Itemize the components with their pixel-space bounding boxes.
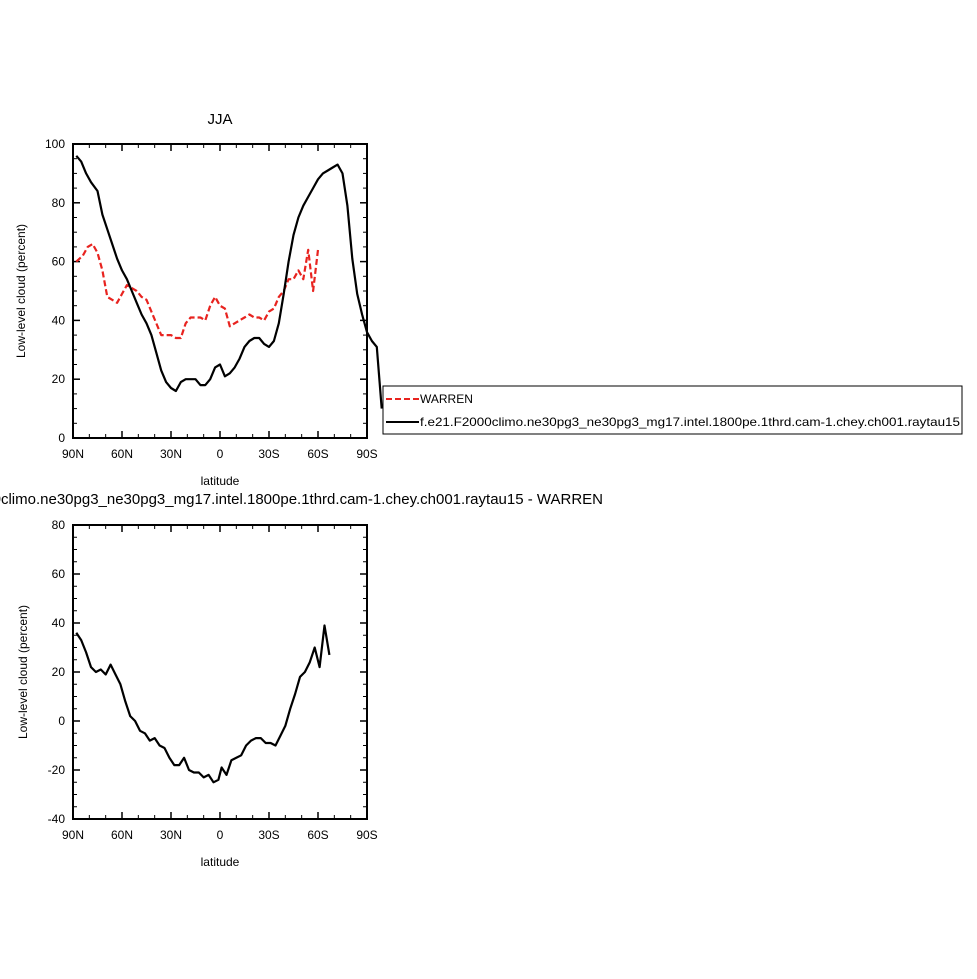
bottom-chart-title: f.e21.F2000climo.ne30pg3_ne30pg3_mg17.in… <box>0 491 603 508</box>
top-y-tick-label: 60 <box>52 255 66 269</box>
bottom-x-tick-label: 30S <box>258 828 279 842</box>
bottom-series-line-0 <box>75 624 331 784</box>
legend-label-model: f.e21.F2000climo.ne30pg3_ne30pg3_mg17.in… <box>420 415 960 429</box>
top-x-tick-label: 0 <box>217 447 224 461</box>
top-x-tick-label: 90S <box>356 447 377 461</box>
bottom-x-tick-label: 60S <box>307 828 328 842</box>
bottom-lines <box>75 624 331 784</box>
top-y-tick-label: 20 <box>52 372 66 386</box>
top-lines <box>75 155 383 409</box>
bottom-y-axis-label: Low-level cloud (percent) <box>16 605 30 739</box>
legend-frame <box>382 385 963 435</box>
bottom-panel: f.e21.F2000climo.ne30pg3_ne30pg3_mg17.in… <box>0 491 603 869</box>
top-x-tick-label: 60N <box>111 447 133 461</box>
bottom-plot-frame <box>72 524 368 820</box>
legend-label-warren: WARREN <box>420 392 473 406</box>
bottom-x-tick-label: 60N <box>111 828 133 842</box>
bottom-y-tick-label: -40 <box>48 812 66 826</box>
top-y-tick-label: 100 <box>45 137 65 151</box>
bottom-y-tick-label: 40 <box>52 616 66 630</box>
bottom-y-tick-label: 20 <box>52 665 66 679</box>
bottom-x-tick-label: 90N <box>62 828 84 842</box>
top-series-line-0 <box>75 242 320 340</box>
top-x-tick-label: 90N <box>62 447 84 461</box>
top-x-ticks: 90N 60N 30N 0 30S 60S 90S <box>62 144 378 461</box>
bottom-x-tick-label: 0 <box>217 828 224 842</box>
top-series-line-1 <box>75 155 383 409</box>
top-chart-title: JJA <box>207 111 232 128</box>
top-y-tick-label: 80 <box>52 196 66 210</box>
top-x-tick-label: 60S <box>307 447 328 461</box>
bottom-x-axis-label: latitude <box>201 855 240 869</box>
bottom-x-tick-label: 30N <box>160 828 182 842</box>
top-y-tick-label: 0 <box>58 431 65 445</box>
bottom-y-tick-label: -20 <box>48 763 66 777</box>
bottom-y-tick-label: 0 <box>58 714 65 728</box>
bottom-x-ticks: 90N 60N 30N 0 30S 60S 90S <box>62 525 378 842</box>
top-y-axis-label: Low-level cloud (percent) <box>14 224 28 358</box>
bottom-y-tick-label: 60 <box>52 567 66 581</box>
top-x-tick-label: 30N <box>160 447 182 461</box>
top-y-tick-label: 40 <box>52 313 66 327</box>
top-panel: JJA 0 20 40 60 80 100 90N 60N 30N 0 30S 60S 90S lat… <box>14 111 383 488</box>
top-x-tick-label: 30S <box>258 447 279 461</box>
top-plot-frame <box>72 143 368 439</box>
bottom-y-tick-label: 80 <box>52 518 66 532</box>
legend: WARREN f.e21.F2000climo.ne30pg3_ne30pg3_… <box>382 385 963 435</box>
top-y-ticks: 0 20 40 60 80 100 <box>45 137 367 445</box>
top-x-axis-label: latitude <box>201 474 240 488</box>
bottom-x-tick-label: 90S <box>356 828 377 842</box>
